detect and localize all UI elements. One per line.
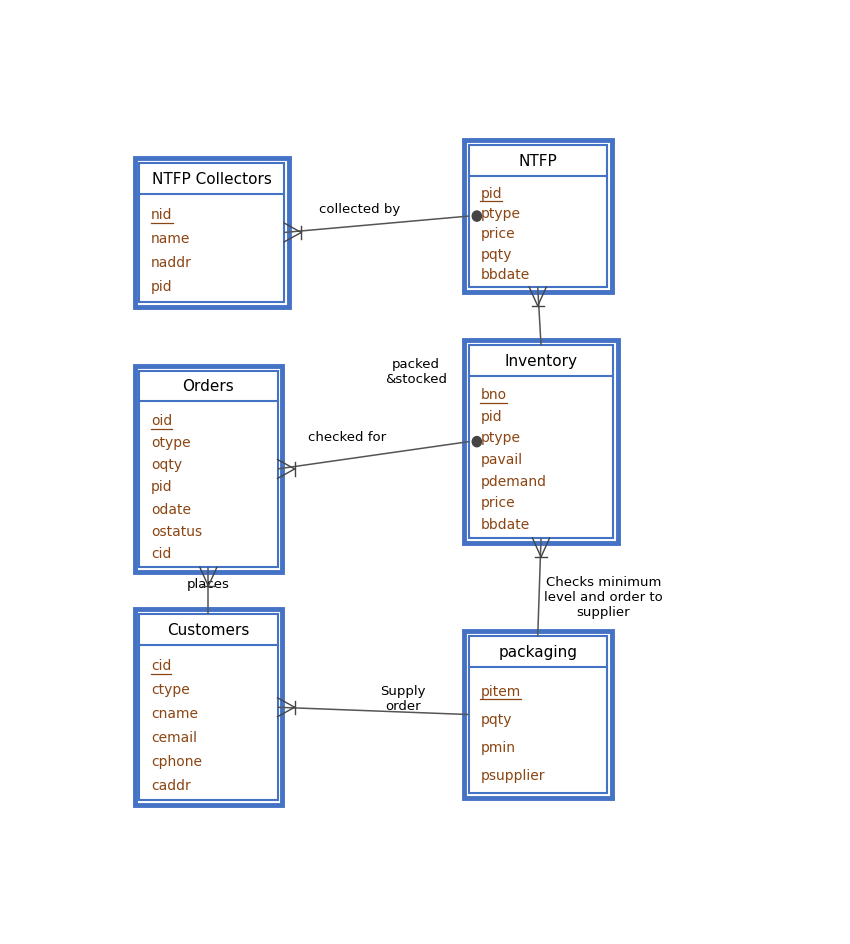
Text: odate: odate	[151, 502, 191, 516]
Text: Supply
order: Supply order	[380, 684, 426, 713]
Text: price: price	[480, 228, 515, 241]
Text: pqty: pqty	[480, 247, 512, 261]
Bar	[139, 164, 284, 302]
Text: nid: nid	[151, 208, 173, 222]
Text: places: places	[187, 578, 230, 591]
Text: Checks minimum
level and order to
supplier: Checks minimum level and order to suppli…	[544, 575, 663, 618]
Text: cphone: cphone	[151, 754, 202, 767]
Text: cid: cid	[151, 659, 172, 672]
Bar	[139, 371, 277, 567]
Text: NTFP Collectors: NTFP Collectors	[151, 172, 272, 187]
Text: Inventory: Inventory	[505, 354, 577, 369]
Text: Orders: Orders	[183, 379, 235, 394]
Text: pid: pid	[151, 480, 173, 494]
Text: cemail: cemail	[151, 730, 197, 744]
Text: pid: pid	[480, 187, 502, 201]
Text: oid: oid	[151, 413, 173, 428]
Text: cid: cid	[151, 547, 172, 560]
Bar	[464, 632, 611, 798]
Text: bno: bno	[480, 388, 507, 402]
Text: name: name	[151, 232, 190, 245]
Text: pqty: pqty	[480, 712, 512, 726]
Text: pmin: pmin	[480, 740, 515, 754]
Text: bbdate: bbdate	[480, 267, 530, 281]
Text: oqty: oqty	[151, 458, 182, 472]
Bar	[468, 146, 607, 288]
Text: NTFP: NTFP	[518, 154, 557, 169]
Text: caddr: caddr	[151, 778, 190, 792]
Bar	[468, 346, 614, 538]
Text: ctype: ctype	[151, 683, 190, 697]
Text: Customers: Customers	[167, 623, 250, 637]
Text: pitem: pitem	[480, 683, 521, 698]
Text: otype: otype	[151, 436, 190, 449]
Text: cname: cname	[151, 706, 198, 720]
Bar	[134, 610, 282, 805]
Bar	[139, 615, 277, 801]
Text: collected by: collected by	[320, 203, 400, 216]
Text: price: price	[480, 496, 515, 510]
Text: naddr: naddr	[151, 256, 192, 270]
Text: pid: pid	[151, 279, 173, 294]
Text: ostatus: ostatus	[151, 524, 202, 538]
Bar	[134, 366, 282, 573]
Circle shape	[473, 211, 481, 222]
Text: bbdate: bbdate	[480, 517, 530, 531]
Bar	[464, 141, 611, 293]
Text: pavail: pavail	[480, 452, 523, 466]
Text: pid: pid	[480, 410, 502, 424]
Text: packed
&stocked: packed &stocked	[385, 358, 447, 385]
Bar	[464, 341, 618, 544]
Text: ptype: ptype	[480, 431, 520, 445]
Bar	[468, 636, 607, 793]
Text: checked for: checked for	[308, 430, 386, 444]
Text: ptype: ptype	[480, 207, 520, 221]
Text: psupplier: psupplier	[480, 767, 545, 782]
Text: pdemand: pdemand	[480, 474, 547, 488]
Text: packaging: packaging	[498, 645, 577, 660]
Circle shape	[473, 437, 481, 447]
Bar	[134, 160, 289, 308]
